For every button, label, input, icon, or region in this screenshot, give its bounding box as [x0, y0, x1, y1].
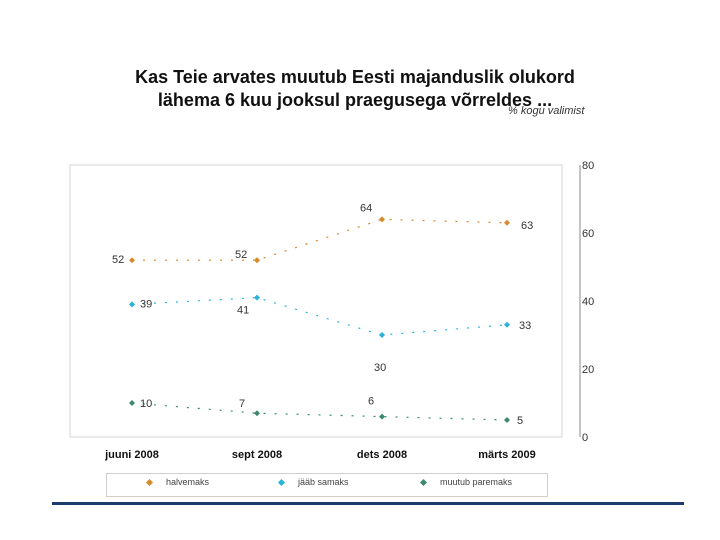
- legend-item-halvemaks: halvemaks: [145, 477, 210, 487]
- data-label: 5: [517, 415, 523, 427]
- data-label: 52: [235, 249, 247, 261]
- y-tick-label: 40: [582, 296, 594, 308]
- data-label: 63: [521, 220, 533, 232]
- unit-label: % kogu valimist: [508, 105, 585, 117]
- chart-title: Kas Teie arvates muutub Eesti majandusli…: [135, 67, 575, 110]
- data-label: 52: [112, 254, 124, 266]
- footer-divider: [52, 502, 684, 505]
- y-tick-label: 0: [582, 432, 588, 444]
- data-point: [129, 400, 135, 406]
- data-label: 64: [360, 202, 372, 214]
- data-point: [254, 294, 260, 301]
- data-point: [129, 301, 135, 308]
- data-point: [504, 321, 510, 328]
- data-point: [504, 417, 510, 423]
- legend-item-jaab-samaks: jääb samaks: [277, 477, 349, 487]
- legend-swatch-halvemaks: [145, 478, 154, 486]
- data-point: [254, 410, 260, 417]
- data-point: [504, 219, 510, 226]
- data-label: 7: [239, 398, 245, 410]
- y-tick-label: 60: [582, 228, 594, 240]
- data-point: [379, 332, 385, 338]
- legend-item-muutub-paremaks: muutub paremaks: [419, 477, 513, 487]
- legend-swatch-muutub-paremaks: [419, 478, 428, 486]
- series-line-halvemaks: [132, 218, 508, 261]
- y-tick-label: 80: [582, 160, 594, 172]
- data-label: 30: [374, 362, 386, 374]
- data-label: 10: [140, 398, 152, 410]
- y-tick-label: 20: [582, 364, 594, 376]
- x-tick-label: sept 2008: [232, 449, 282, 461]
- x-tick-label: märts 2009: [478, 449, 536, 461]
- data-point: [129, 257, 135, 264]
- plot-area: [69, 164, 563, 438]
- x-tick-label: dets 2008: [357, 449, 407, 461]
- data-label: 6: [368, 396, 374, 408]
- series-line-muutub-paremaks: [131, 402, 508, 421]
- data-label: 39: [140, 298, 152, 310]
- data-point: [379, 216, 385, 223]
- data-point: [254, 257, 260, 264]
- legend-label: muutub paremaks: [440, 477, 513, 487]
- data-label: 33: [519, 320, 531, 332]
- legend: halvemaks jääb samaks muutub paremaks: [106, 473, 548, 497]
- x-tick-label: juuni 2008: [104, 449, 159, 461]
- legend-swatch-jaab-samaks: [277, 478, 286, 486]
- data-point: [379, 413, 385, 420]
- legend-label: jääb samaks: [298, 477, 349, 487]
- legend-label: halvemaks: [166, 477, 210, 487]
- data-label: 41: [237, 305, 249, 317]
